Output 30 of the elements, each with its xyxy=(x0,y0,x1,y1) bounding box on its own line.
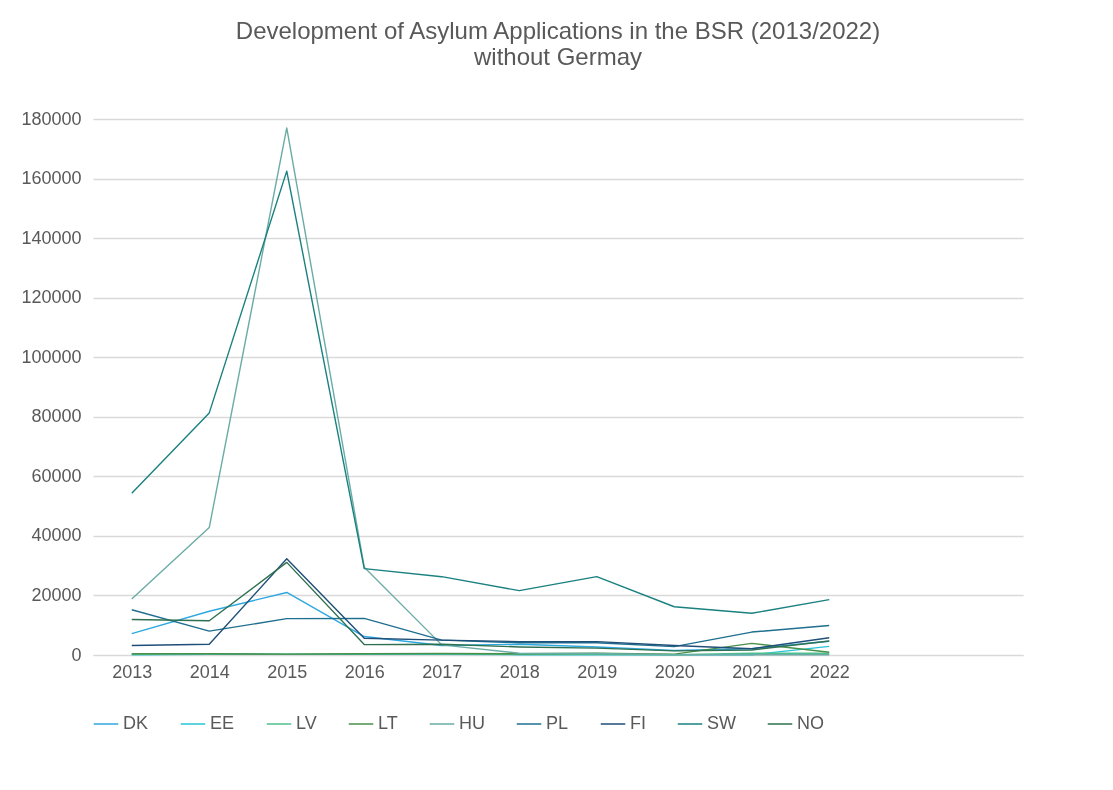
legend-label: LV xyxy=(296,713,317,733)
y-tick-label: 60000 xyxy=(31,465,82,486)
chart-title: Development of Asylum Applications in the BSR (2013/2022) without Germay xyxy=(235,17,881,70)
x-tick-label: 2014 xyxy=(189,661,230,682)
y-tick-label: 20000 xyxy=(31,584,82,605)
legend-label: EE xyxy=(210,713,235,733)
legend-label: HU xyxy=(459,713,485,733)
x-tick-label: 2015 xyxy=(267,661,308,682)
y-tick-label: 120000 xyxy=(21,287,82,308)
y-tick-label: 140000 xyxy=(21,227,82,248)
x-tick-label: 2020 xyxy=(654,661,695,682)
y-tick-label: 180000 xyxy=(21,108,82,129)
x-tick-label: 2017 xyxy=(422,661,463,682)
x-tick-label: 2022 xyxy=(809,661,850,682)
legend-label: DK xyxy=(123,713,149,733)
legend-label: FI xyxy=(630,713,646,733)
y-tick-label: 80000 xyxy=(31,406,82,427)
y-tick-label: 160000 xyxy=(21,168,82,189)
y-tick-label: 100000 xyxy=(21,346,82,367)
x-tick-label: 2013 xyxy=(112,661,153,682)
x-tick-label: 2016 xyxy=(344,661,385,682)
x-tick-label: 2019 xyxy=(577,661,618,682)
legend-label: LT xyxy=(378,713,398,733)
legend-label: NO xyxy=(797,713,824,733)
legend-label: PL xyxy=(546,713,569,733)
x-tick-label: 2018 xyxy=(499,661,540,682)
y-tick-label: 0 xyxy=(71,644,82,665)
x-tick-label: 2021 xyxy=(732,661,773,682)
y-tick-label: 40000 xyxy=(31,525,82,546)
legend-label: SW xyxy=(707,713,737,733)
